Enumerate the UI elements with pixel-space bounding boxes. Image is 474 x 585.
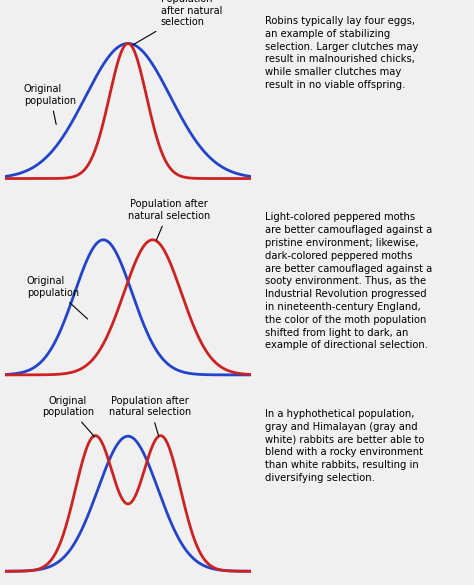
Text: Original
population: Original population: [42, 395, 95, 437]
Text: Population after
natural selection: Population after natural selection: [128, 199, 210, 240]
Text: In a hyphothetical population,
gray and Himalayan (gray and
white) rabbits are b: In a hyphothetical population, gray and …: [264, 409, 424, 483]
Text: Light-colored peppered moths
are better camouflaged against a
pristine environme: Light-colored peppered moths are better …: [264, 212, 432, 350]
Text: Original
population: Original population: [24, 84, 76, 125]
Text: Population after
natural selection: Population after natural selection: [109, 395, 191, 436]
Text: Original
population: Original population: [27, 276, 88, 319]
Text: Robins typically lay four eggs,
an example of stabilizing
selection. Larger clut: Robins typically lay four eggs, an examp…: [264, 16, 418, 90]
Text: Population
after natural
selection: Population after natural selection: [133, 0, 222, 44]
